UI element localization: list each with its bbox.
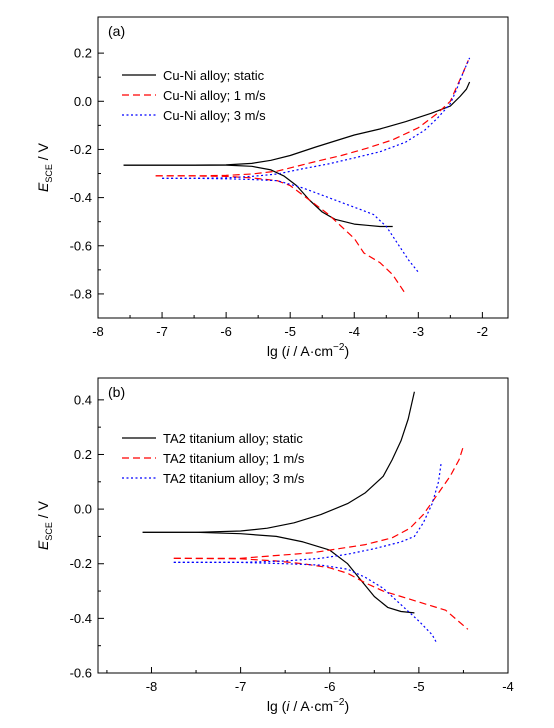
legend-entry-2: TA2 titanium alloy; 1 m/s — [163, 451, 305, 466]
x-axis-label: lg (i / A·cm−2) — [267, 697, 349, 714]
series-1-cathodic-branch — [123, 164, 393, 228]
x-tick-label: -3 — [413, 324, 425, 339]
x-axis-label: lg (i / A·cm−2) — [267, 342, 349, 359]
panel-b: -8 -7 -6 -5 -4 -0.6 -0.4 -0.2 0.0 0.2 0.4 (b) lg (i … — [35, 377, 514, 714]
series-2 — [173, 446, 469, 630]
legend: TA2 titanium alloy; static TA2 titanium a… — [122, 431, 305, 486]
plot-area — [123, 57, 471, 295]
y-tick-label: 0.4 — [74, 392, 92, 407]
y-axis-label: ESCE / V — [35, 500, 54, 550]
x-tick-label: -8 — [92, 324, 104, 339]
x-tick-label: -7 — [156, 324, 168, 339]
y-tick-label: 0.2 — [74, 46, 92, 61]
series-3-anodic-branch — [173, 462, 442, 563]
y-tick-label: -0.6 — [70, 238, 92, 253]
series-3 — [162, 57, 471, 273]
legend-entry-3: TA2 titanium alloy; 3 m/s — [163, 471, 305, 486]
legend-entry-1: TA2 titanium alloy; static — [163, 431, 303, 446]
panel-label: (b) — [108, 384, 125, 400]
series-3-cathodic-branch — [162, 177, 419, 273]
series-1 — [142, 391, 415, 614]
series-3-cathodic-branch — [173, 561, 438, 644]
y-tick-label: 0.0 — [74, 94, 92, 109]
series-3 — [173, 462, 442, 644]
panel-label: (a) — [108, 23, 125, 39]
y-axis-label: ESCE / V — [35, 142, 54, 192]
y-tick-label: -0.8 — [70, 286, 92, 301]
legend-entry-2: Cu-Ni alloy; 1 m/s — [163, 88, 266, 103]
y-tick-label: -0.2 — [70, 556, 92, 571]
y-tick-label: -0.4 — [70, 190, 92, 205]
x-tick-label: -5 — [413, 679, 425, 694]
series-2-anodic-branch — [155, 60, 469, 177]
y-tick-label: -0.6 — [70, 666, 92, 681]
x-tick-label: -4 — [502, 679, 514, 694]
series-1 — [123, 81, 471, 228]
x-tick-label: -8 — [146, 679, 158, 694]
series-1-cathodic-branch — [142, 531, 415, 614]
series-3-anodic-branch — [162, 57, 471, 179]
series-2-cathodic-branch — [155, 175, 406, 295]
plot-frame — [97, 377, 509, 674]
legend-entry-1: Cu-Ni alloy; static — [163, 68, 265, 83]
y-tick-label: -0.2 — [70, 142, 92, 157]
x-tick-label: -4 — [348, 324, 360, 339]
x-tick-label: -6 — [324, 679, 336, 694]
x-tick-label: -6 — [220, 324, 232, 339]
plot-frame — [97, 16, 509, 319]
y-tick-label: -0.4 — [70, 611, 92, 626]
series-1-anodic-branch — [142, 391, 415, 533]
y-tick-label: 0.2 — [74, 447, 92, 462]
y-tick-label: 0.0 — [74, 502, 92, 517]
panel-a: -8 -7 -6 -5 -4 -3 -2 -0.8 -0.6 -0.4 -0.2 0.0 0.2 (a) l… — [35, 16, 509, 359]
plot-area — [142, 391, 469, 644]
series-1-anodic-branch — [123, 81, 471, 166]
x-tick-label: -7 — [235, 679, 247, 694]
x-tick-label: -2 — [477, 324, 489, 339]
legend-entry-3: Cu-Ni alloy; 3 m/s — [163, 108, 266, 123]
series-2-anodic-branch — [173, 446, 464, 559]
series-2-cathodic-branch — [173, 557, 469, 630]
legend: Cu-Ni alloy; static Cu-Ni alloy; 1 m/s Cu-… — [122, 68, 266, 123]
x-tick-label: -5 — [284, 324, 296, 339]
